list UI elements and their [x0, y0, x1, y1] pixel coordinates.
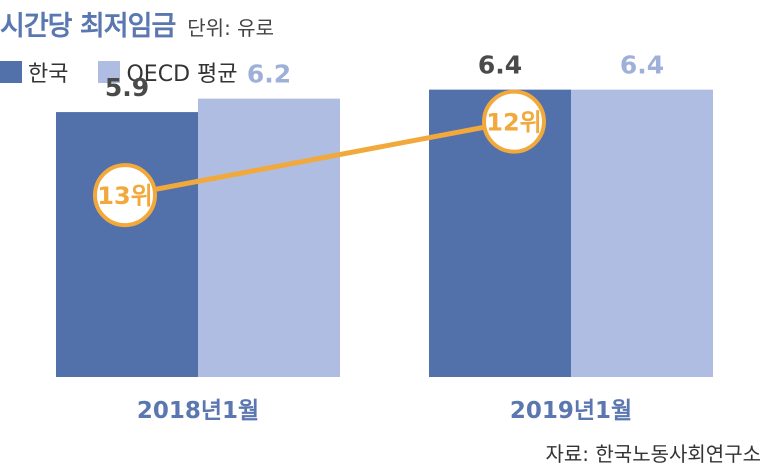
rank-label-1: 12위 — [486, 109, 541, 137]
bar-oecd-0 — [198, 98, 340, 378]
legend-swatch-oecd — [98, 61, 121, 83]
category-label-1: 2019년1월 — [510, 398, 632, 424]
rank-marker-0 — [93, 163, 157, 228]
title-row: 시간당 최저임금 단위: 유로 — [0, 4, 274, 43]
legend-item-oecd: OECD 평균 — [98, 56, 237, 88]
legend-item-korea: 한국 — [0, 56, 68, 88]
value-label-oecd-1: 6.4 — [620, 51, 664, 80]
rank-marker-1 — [482, 89, 546, 154]
chart-title: 시간당 최저임금 — [0, 11, 176, 42]
legend-swatch-korea — [0, 61, 22, 83]
unit-label: 단위: 유로 — [187, 16, 274, 40]
source-note: 자료: 한국노동사회연구소 — [545, 442, 762, 466]
rank-trend-line — [124, 119, 515, 198]
rank-label-0: 13위 — [97, 182, 152, 210]
legend-label-oecd: OECD 평균 — [126, 62, 238, 87]
value-label-korea-1: 6.4 — [478, 51, 522, 80]
bar-oecd-1 — [571, 89, 713, 377]
legend-label-korea: 한국 — [28, 62, 69, 87]
value-label-oecd-0: 6.2 — [247, 60, 291, 89]
bar-korea-0 — [56, 112, 198, 377]
value-label-korea-0: 5.9 — [105, 73, 149, 102]
legend: 한국 OECD 평균 — [0, 56, 267, 88]
category-label-0: 2018년1월 — [137, 398, 259, 424]
